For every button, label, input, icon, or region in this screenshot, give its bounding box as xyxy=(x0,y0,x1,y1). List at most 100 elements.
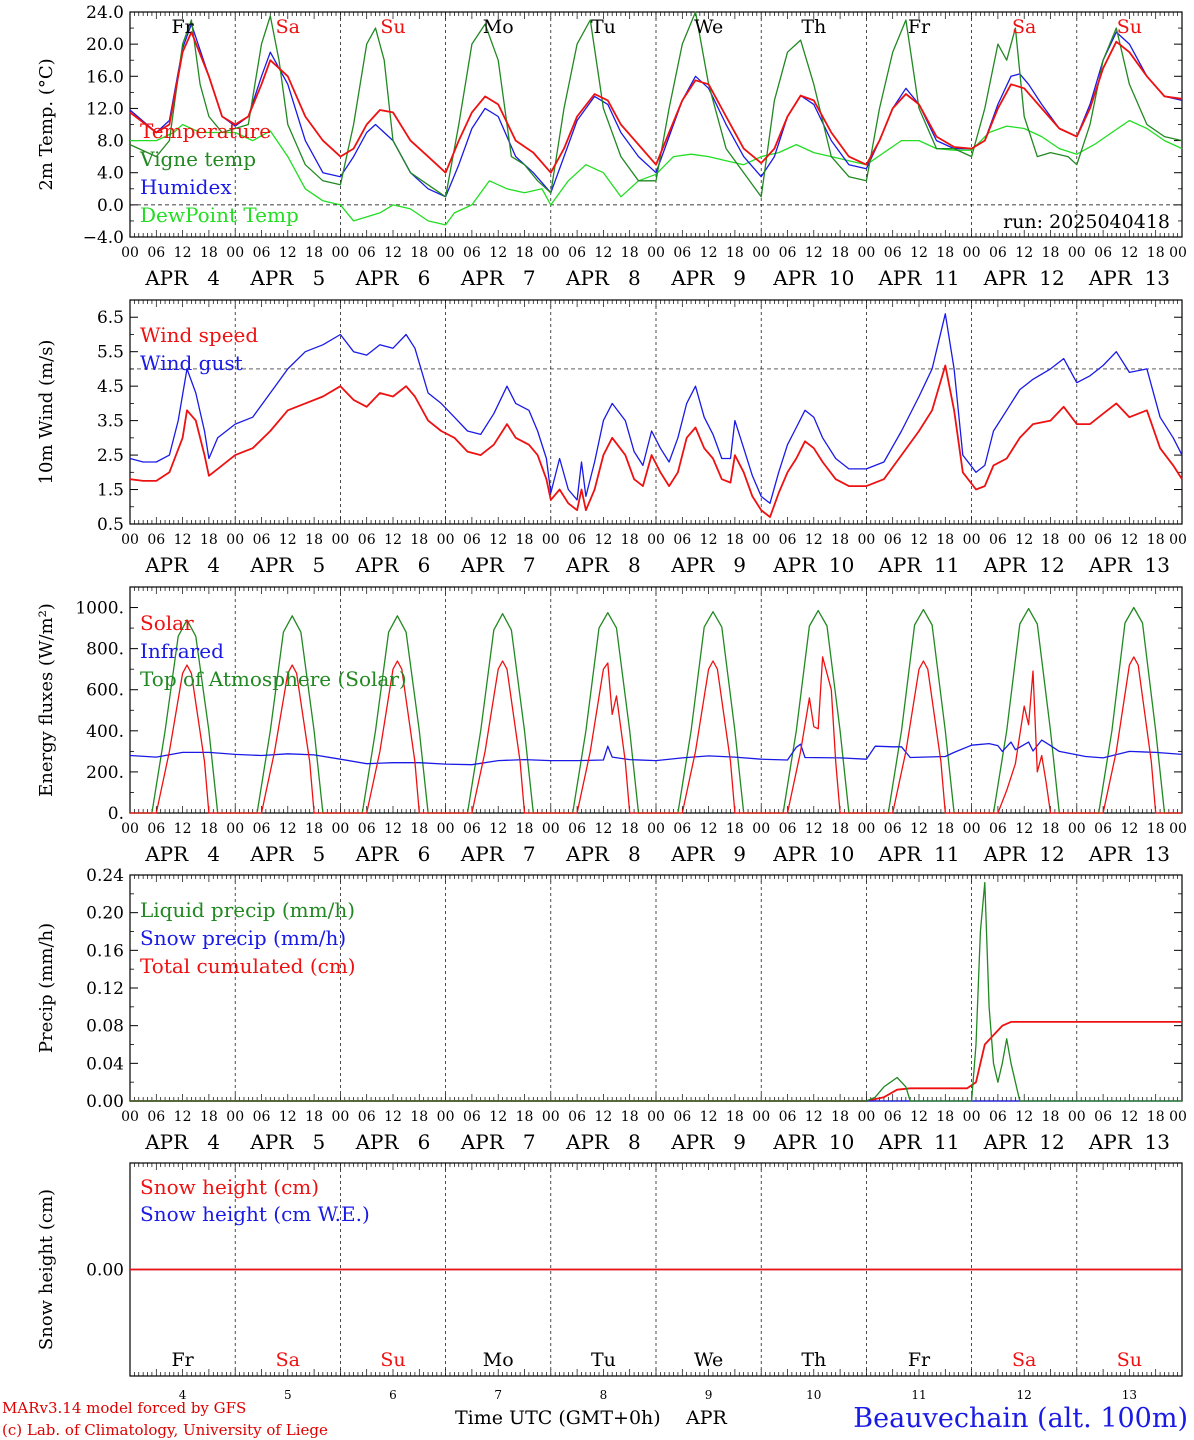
series-line-vigne xyxy=(129,11,1183,198)
hour-tick-label: 00 xyxy=(647,821,665,837)
y-tick-label: 1.5 xyxy=(97,481,124,501)
date-label: APR 13 xyxy=(1088,1130,1170,1154)
hour-tick-label: 18 xyxy=(305,532,323,548)
date-label: APR 4 xyxy=(144,1130,220,1154)
hour-tick-label: 18 xyxy=(621,1109,639,1125)
hour-tick-label: 18 xyxy=(1042,1109,1060,1125)
day-abbr-bottom: Su xyxy=(380,1349,405,1371)
date-label: APR 8 xyxy=(565,842,641,866)
date-label: APR 5 xyxy=(249,1130,325,1154)
hour-tick-label: 00 xyxy=(857,1109,875,1125)
hour-tick-label: 18 xyxy=(200,245,218,261)
date-label: APR 6 xyxy=(355,553,431,577)
day-abbr-top: Sa xyxy=(1012,16,1036,38)
date-label: APR 5 xyxy=(249,266,325,290)
y-tick-label: 0. xyxy=(108,804,124,824)
date-label: APR 4 xyxy=(144,553,220,577)
day-abbr-top: Mo xyxy=(483,16,514,38)
hour-tick-label: 00 xyxy=(1169,1109,1187,1125)
legend-entry: Infrared xyxy=(140,639,224,663)
hour-tick-label: 18 xyxy=(936,1109,954,1125)
hour-tick-label: 06 xyxy=(779,821,797,837)
date-label: APR 12 xyxy=(983,1130,1065,1154)
y-tick-label: 0.5 xyxy=(97,515,124,535)
hour-tick-label: 18 xyxy=(1042,532,1060,548)
hour-tick-label: 18 xyxy=(726,532,744,548)
hour-tick-label: 06 xyxy=(1094,821,1112,837)
hour-tick-label: 06 xyxy=(779,532,797,548)
hour-tick-label: 18 xyxy=(200,1109,218,1125)
hour-tick-label: 06 xyxy=(989,532,1007,548)
hour-tick-label: 00 xyxy=(1068,1109,1086,1125)
day-abbr-top: Fr xyxy=(171,16,194,38)
date-label: APR 4 xyxy=(144,266,220,290)
hour-tick-label: 06 xyxy=(147,245,165,261)
series-line-liquid xyxy=(130,881,1182,1102)
date-label: APR 9 xyxy=(670,1130,746,1154)
hour-tick-label: 18 xyxy=(305,245,323,261)
hour-tick-label: 12 xyxy=(594,821,612,837)
hour-tick-label: 12 xyxy=(1015,1109,1033,1125)
lab-credit: (c) Lab. of Climatology, University of L… xyxy=(2,1421,328,1439)
date-label: APR 5 xyxy=(249,553,325,577)
hour-tick-label: 18 xyxy=(1147,245,1165,261)
hour-tick-label: 06 xyxy=(147,1109,165,1125)
hour-tick-label: 18 xyxy=(726,245,744,261)
hour-tick-label: 18 xyxy=(621,245,639,261)
hour-tick-label: 18 xyxy=(516,532,534,548)
hour-tick-label: 12 xyxy=(384,1109,402,1125)
hour-tick-label: 00 xyxy=(647,532,665,548)
date-label: APR 9 xyxy=(670,842,746,866)
station-name: Beauvechain (alt. 100m) xyxy=(853,1403,1188,1434)
hour-tick-label: 12 xyxy=(489,1109,507,1125)
legend-entry: Humidex xyxy=(140,175,232,199)
series-line-cumulated xyxy=(130,1021,1182,1102)
day-abbr-bottom: Sa xyxy=(276,1349,300,1371)
hour-tick-label: 12 xyxy=(1015,245,1033,261)
day-abbr-top: We xyxy=(694,16,723,38)
date-label: APR 4 xyxy=(144,842,220,866)
hour-tick-label: 18 xyxy=(1147,532,1165,548)
hour-tick-label: 00 xyxy=(857,245,875,261)
hour-tick-label: 12 xyxy=(805,1109,823,1125)
hour-tick-label: 18 xyxy=(936,532,954,548)
hour-tick-label: 00 xyxy=(752,821,770,837)
legend-entry: Snow height (cm) xyxy=(140,1175,319,1199)
y-tick-label: −4.0 xyxy=(83,228,124,248)
legend-entry: Wind gust xyxy=(140,351,243,375)
y-tick-label: 0.16 xyxy=(86,941,124,961)
day-number: 6 xyxy=(389,1388,397,1402)
hour-tick-label: 00 xyxy=(857,821,875,837)
hour-tick-label: 06 xyxy=(253,1109,271,1125)
hour-tick-label: 00 xyxy=(542,532,560,548)
hour-tick-label: 00 xyxy=(437,821,455,837)
hour-tick-label: 06 xyxy=(253,821,271,837)
hour-tick-label: 12 xyxy=(700,245,718,261)
hour-tick-label: 12 xyxy=(489,532,507,548)
hour-tick-label: 00 xyxy=(963,821,981,837)
day-number: 11 xyxy=(911,1388,926,1402)
y-tick-label: 0.04 xyxy=(86,1054,124,1074)
day-abbr-top: Su xyxy=(1117,16,1142,38)
day-abbr-bottom: Su xyxy=(1117,1349,1142,1371)
hour-tick-label: 00 xyxy=(121,821,139,837)
hour-tick-label: 00 xyxy=(1169,821,1187,837)
hour-tick-label: 00 xyxy=(752,1109,770,1125)
day-abbr-top: Su xyxy=(380,16,405,38)
legend-entry: Vigne temp xyxy=(139,147,256,171)
hour-tick-label: 06 xyxy=(568,1109,586,1125)
hour-tick-label: 00 xyxy=(121,532,139,548)
hour-tick-label: 18 xyxy=(516,821,534,837)
hour-tick-label: 18 xyxy=(936,821,954,837)
hour-tick-label: 00 xyxy=(121,1109,139,1125)
day-number: 12 xyxy=(1017,1388,1032,1402)
day-abbr-top: Tu xyxy=(591,16,616,38)
series-line-temperature xyxy=(129,31,1183,174)
hour-tick-label: 00 xyxy=(437,532,455,548)
run-label: run: 2025040418 xyxy=(1003,211,1170,233)
hour-tick-label: 12 xyxy=(910,245,928,261)
hour-tick-label: 00 xyxy=(542,245,560,261)
day-abbr-bottom: Fr xyxy=(908,1349,931,1371)
y-tick-label: 0.00 xyxy=(86,1261,124,1281)
